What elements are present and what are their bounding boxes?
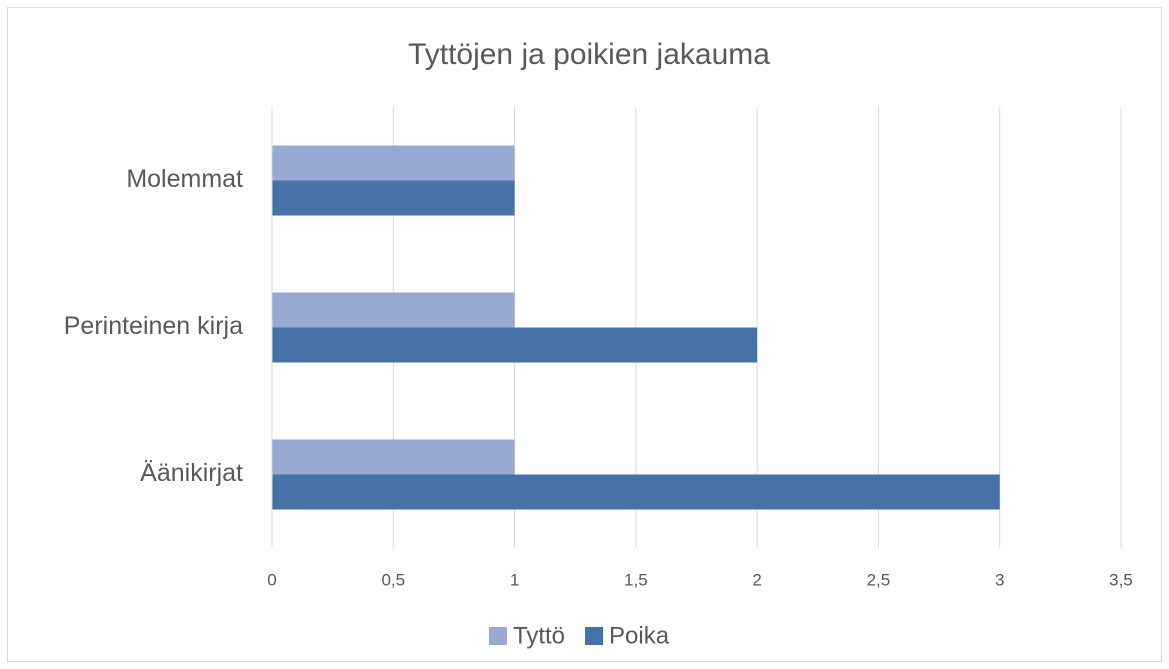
legend-swatch [585,627,604,645]
bar [272,180,515,216]
x-tick-label: 0 [267,570,276,589]
y-tick-label: Perinteinen kirja [64,312,243,340]
x-tick-label: 3,5 [1109,570,1133,589]
bar [272,474,1000,510]
x-tick-label: 0,5 [381,570,405,589]
y-tick-label: Äänikirjat [140,459,243,487]
bar [272,439,515,475]
x-tick-label: 3 [995,570,1004,589]
x-tick-label: 1 [510,570,519,589]
y-tick-label: Molemmat [126,165,243,193]
legend-label: Tyttö [513,622,565,649]
bar [272,145,515,181]
legend-label: Poika [609,622,670,649]
legend-swatch [489,627,507,645]
x-tick-label: 1,5 [624,570,648,589]
bar [272,292,515,328]
x-tick-label: 2 [752,570,761,589]
chart-title: Tyttöjen ja poikien jakauma [408,38,770,71]
x-tick-label: 2,5 [867,570,891,589]
bar [272,327,758,363]
